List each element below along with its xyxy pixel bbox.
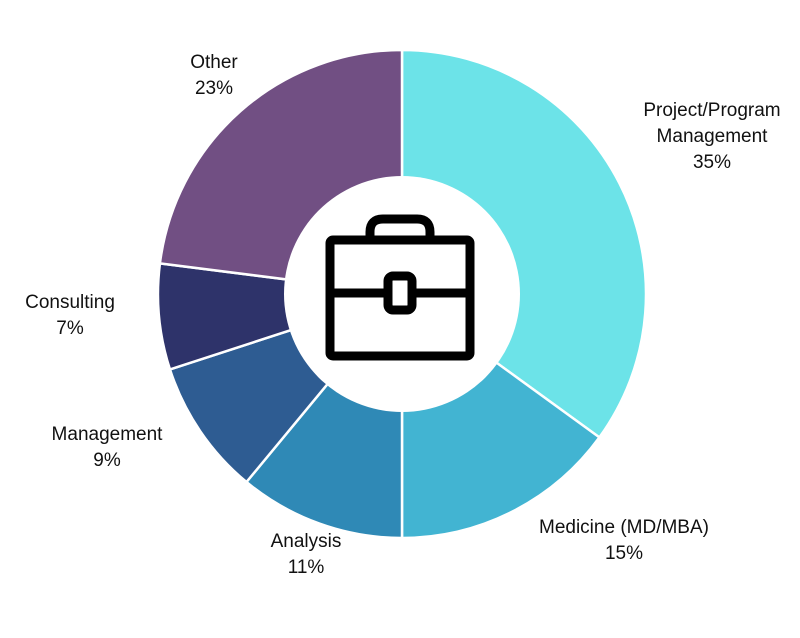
slice-name-label: Management xyxy=(52,424,164,445)
slice-name-label: Medicine (MD/MBA) xyxy=(539,517,709,538)
briefcase-icon xyxy=(325,214,475,361)
slice-value-label: 35% xyxy=(693,152,731,173)
slice-name-label: Project/Program xyxy=(643,100,780,121)
donut-hole xyxy=(284,176,520,412)
slice-value-label: 11% xyxy=(288,557,325,578)
slice-project-program-management xyxy=(400,48,648,440)
slice-value-label: 15% xyxy=(605,543,643,564)
slice-name-label: Management xyxy=(657,126,769,147)
slice-value-label: 9% xyxy=(93,450,121,471)
label-analysis: Analysis 11% xyxy=(271,531,342,578)
label-management: Management 9% xyxy=(52,424,164,471)
label-medicine-md-mba: Medicine (MD/MBA) 15% xyxy=(539,517,709,564)
labels-layer: Project/Program Management 35% Medicine (MD… xyxy=(25,52,781,578)
slice-value-label: 23% xyxy=(195,78,233,99)
label-project-program-management: Project/Program Management 35% xyxy=(643,100,780,173)
label-consulting: Consulting 7% xyxy=(25,292,115,339)
slice-name-label: Consulting xyxy=(25,292,115,313)
label-other: Other 23% xyxy=(190,52,238,99)
slice-value-label: 7% xyxy=(56,318,84,339)
slice-name-label: Other xyxy=(190,52,238,73)
slice-name-label: Analysis xyxy=(271,531,342,552)
